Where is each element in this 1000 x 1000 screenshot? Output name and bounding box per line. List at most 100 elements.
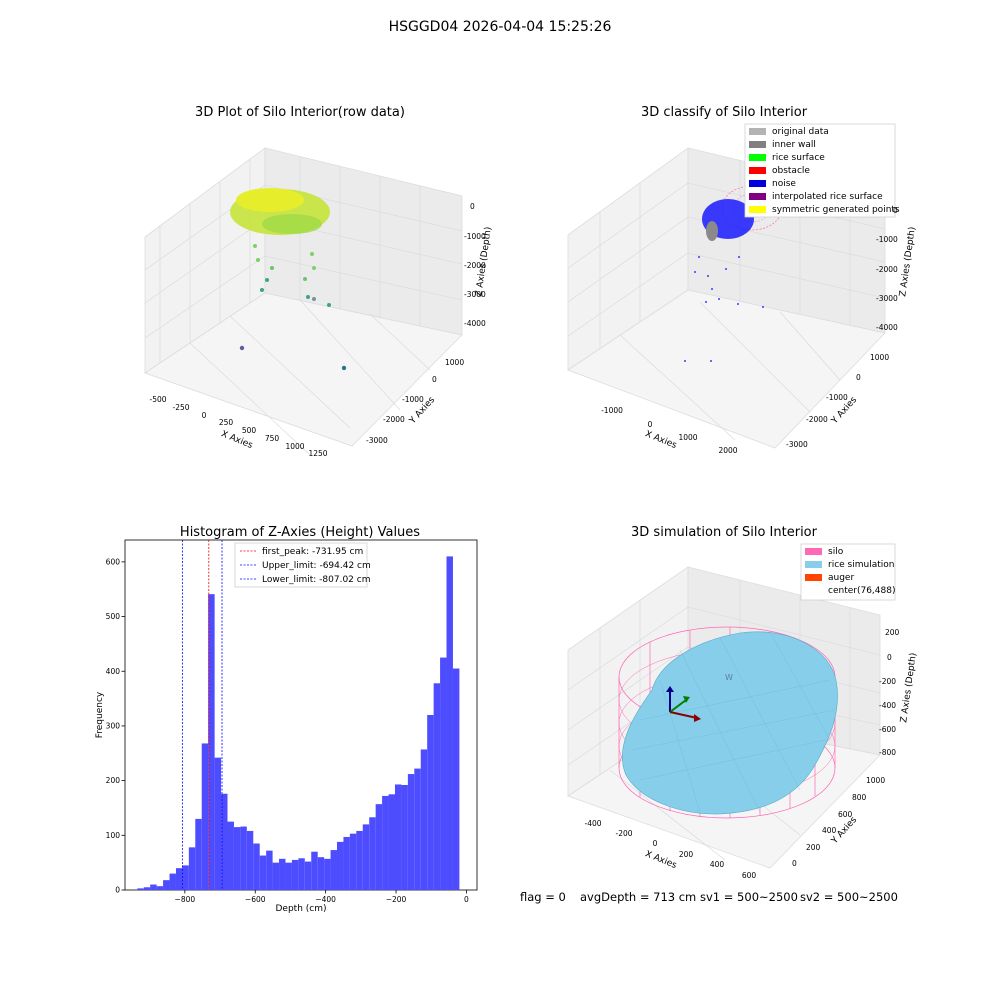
simulation-x-tick: -400 xyxy=(584,819,601,828)
hist-bar xyxy=(266,850,273,890)
hist-bar xyxy=(401,785,408,890)
legend-label: noise xyxy=(772,179,796,189)
hist-bar xyxy=(343,836,350,890)
rice-simulation-surface xyxy=(622,631,838,815)
raw-x-tick: 750 xyxy=(265,434,280,443)
hist-y-tick-label: 600 xyxy=(106,557,121,566)
hist-x-tick-label: −200 xyxy=(386,895,407,904)
hist-bar xyxy=(317,857,325,890)
legend-label: interpolated rice surface xyxy=(772,192,883,202)
legend-swatch xyxy=(749,206,766,213)
classify-legend: original data inner wall rice surface ob… xyxy=(744,123,900,218)
raw-z-tick: -3000 xyxy=(464,290,486,299)
hist-y-tick-label: 100 xyxy=(106,831,121,840)
raw-y-tick-labels: 1000 0 -1000 -2000 -3000 xyxy=(366,358,464,445)
raw-z-tick-labels: 0 -1000 -2000 -3000 -4000 xyxy=(464,202,486,328)
raw-x-tick: 0 xyxy=(202,411,207,420)
hist-bar xyxy=(240,826,247,890)
hist-bar xyxy=(169,873,176,890)
raw-3d-axes-box xyxy=(144,147,463,456)
hist-bar xyxy=(221,793,228,890)
raw-grid-lines xyxy=(144,157,463,456)
hist-x-tick-label: −800 xyxy=(175,895,196,904)
hist-bar xyxy=(156,886,164,890)
hist-bar xyxy=(382,795,389,890)
simulation-z-axis-label: Z Axies (Depth) xyxy=(899,652,919,723)
hist-bar xyxy=(433,683,441,890)
classify-panel-title: 3D classify of Silo Interior xyxy=(641,105,808,120)
hist-bar xyxy=(182,865,189,890)
hist-vlines xyxy=(181,540,223,890)
raw-x-tick: -500 xyxy=(149,395,166,404)
legend-label: first_peak: -731.95 cm xyxy=(262,547,363,557)
classify-x-tick-labels: -1000 0 1000 2000 xyxy=(601,406,738,455)
hist-bar xyxy=(420,749,428,890)
raw-y-tick: -3000 xyxy=(366,436,388,445)
classify-noise-points xyxy=(684,256,764,362)
hist-y-tick-label: 500 xyxy=(106,612,121,621)
hist-bar xyxy=(356,830,363,890)
raw-x-tick: 250 xyxy=(219,418,234,427)
hist-bar xyxy=(208,594,215,890)
hist-bar xyxy=(337,841,344,890)
simulation-y-tick-labels: 1000 800 600 400 200 0 xyxy=(792,776,885,868)
hist-bar xyxy=(163,880,170,890)
legend-label: silo xyxy=(828,547,844,557)
simulation-x-tick: 200 xyxy=(679,850,694,859)
simulation-z-tick: 0 xyxy=(887,653,892,662)
classify-z-axis-label: Z Axies (Depth) xyxy=(898,226,918,297)
simulation-z-tick-labels: 200 0 -200 -400 -600 -800 xyxy=(879,628,900,757)
hist-bar xyxy=(452,668,460,890)
raw-noise-points xyxy=(239,244,347,371)
classify-z-tick: 0 xyxy=(893,206,898,215)
legend-label: inner wall xyxy=(772,140,816,150)
legend-swatch xyxy=(749,141,766,148)
raw-x-tick-labels: -500 -250 0 250 500 750 1000 1250 xyxy=(149,395,327,458)
hist-y-ticks: 0 100 200 300 400 500 600 xyxy=(106,557,125,895)
hist-bar xyxy=(137,888,144,890)
legend-label: symmetric generated points xyxy=(772,205,900,215)
classify-x-tick: 2000 xyxy=(718,446,737,455)
hist-bar xyxy=(259,855,267,890)
simulation-panel-title: 3D simulation of Silo Interior xyxy=(631,525,818,540)
center-marker: W xyxy=(725,673,733,682)
hist-bar xyxy=(150,884,157,890)
classify-3d-axes-box xyxy=(567,147,886,449)
legend-swatch xyxy=(805,561,822,568)
hist-bar xyxy=(362,824,370,890)
hist-bar xyxy=(214,757,222,890)
footer-sv1: sv1 = 500~2500 xyxy=(700,890,798,904)
legend-label: Upper_limit: -694.42 cm xyxy=(262,561,371,571)
legend-label: Lower_limit: -807.02 cm xyxy=(262,575,370,585)
simulation-x-axis-label: X Axies xyxy=(643,849,678,871)
simulation-z-tick: -800 xyxy=(879,748,896,757)
footer-avg-depth: avgDepth = 713 cm xyxy=(580,890,696,904)
simulation-y-tick: 1000 xyxy=(866,776,885,785)
classify-y-tick: -2000 xyxy=(806,415,828,424)
hist-bar xyxy=(324,858,331,890)
simulation-x-tick: 400 xyxy=(710,860,725,869)
hist-bar xyxy=(330,850,338,890)
hist-bar xyxy=(201,743,209,890)
hist-bar xyxy=(246,830,254,890)
classify-y-tick: -1000 xyxy=(826,393,848,402)
hist-bar xyxy=(195,818,202,890)
classify-x-tick: 0 xyxy=(648,420,653,429)
classify-x-tick: -1000 xyxy=(601,406,623,415)
hist-bar xyxy=(407,774,415,890)
legend-label: rice surface xyxy=(772,153,825,163)
raw-panel-title: 3D Plot of Silo Interior(row data) xyxy=(195,105,405,120)
simulation-y-tick: 600 xyxy=(838,810,853,819)
figure-suptitle: HSGGD04 2026-04-04 15:25:26 xyxy=(389,19,612,35)
simulation-y-tick: 200 xyxy=(806,843,821,852)
hist-y-axis-label: Frequency xyxy=(95,691,105,738)
simulation-y-tick: 400 xyxy=(822,826,837,835)
legend-label: auger xyxy=(828,573,854,583)
hist-bar xyxy=(375,804,383,890)
hist-x-axis-label: Depth (cm) xyxy=(275,904,326,914)
hist-x-ticks: −800 −600 −400 −200 0 xyxy=(175,890,469,904)
raw-z-tick: -4000 xyxy=(464,319,486,328)
legend-swatch xyxy=(805,574,822,581)
raw-x-tick: 1250 xyxy=(308,449,327,458)
